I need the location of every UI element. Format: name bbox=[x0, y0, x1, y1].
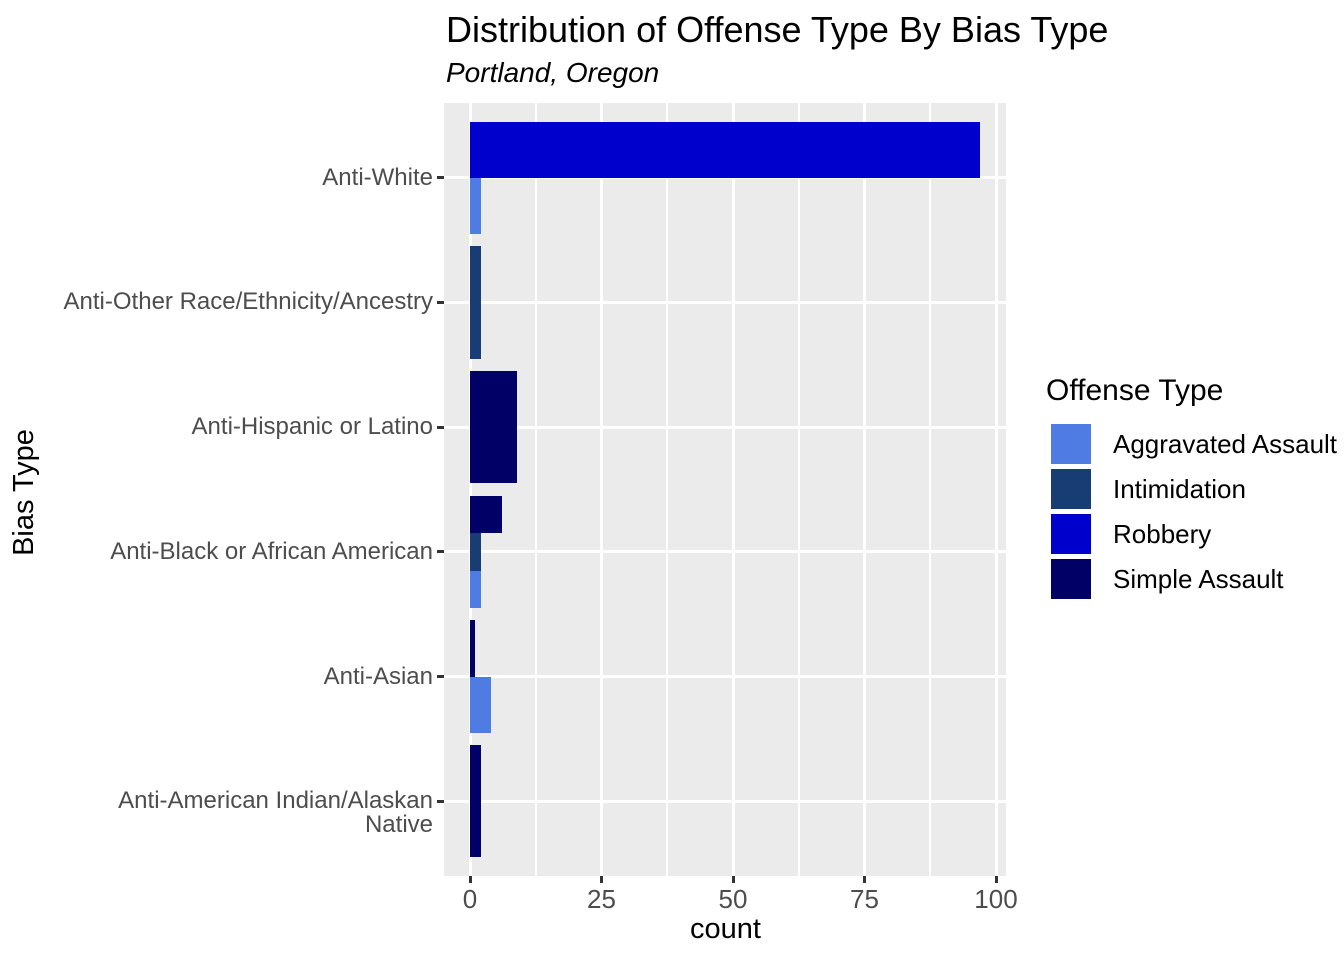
legend-entry-simple-assault: Simple Assault bbox=[1046, 559, 1337, 599]
x-axis-title: count bbox=[690, 913, 761, 945]
category-gridline bbox=[444, 675, 1006, 679]
legend: Offense Type Aggravated Assault Intimidat… bbox=[1046, 374, 1337, 604]
category-gridline bbox=[444, 550, 1006, 554]
y-tick-label-anti-other-race-ethnicity-ancestry: Anti-Other Race/Ethnicity/Ancestry bbox=[63, 288, 433, 316]
legend-entry-aggravated-assault: Aggravated Assault bbox=[1046, 424, 1337, 464]
bar-anti-asian-simple-assault bbox=[470, 620, 476, 677]
legend-entry-robbery: Robbery bbox=[1046, 514, 1337, 554]
x-tick-mark bbox=[994, 876, 998, 883]
category-gridline bbox=[444, 799, 1006, 803]
x-tick-label: 50 bbox=[718, 884, 748, 914]
y-tick-mark bbox=[437, 675, 444, 679]
y-tick-mark bbox=[437, 176, 444, 180]
legend-swatch-intimidation bbox=[1051, 469, 1091, 509]
y-tick-mark bbox=[437, 550, 444, 554]
legend-entries: Aggravated Assault Intimidation Robbery Sim… bbox=[1046, 424, 1337, 599]
x-tick-label: 100 bbox=[974, 884, 1018, 914]
legend-label: Aggravated Assault bbox=[1113, 428, 1338, 459]
legend-swatch-aggravated-assault bbox=[1051, 424, 1091, 464]
x-tick-label: 0 bbox=[462, 884, 478, 914]
x-tick-mark bbox=[468, 876, 472, 883]
bar-anti-american-indian-alaskan-native-simple-assault bbox=[470, 745, 481, 858]
minor-gridline bbox=[534, 103, 537, 876]
legend-label: Simple Assault bbox=[1113, 563, 1284, 594]
legend-label: Intimidation bbox=[1113, 473, 1246, 504]
x-tick-mark bbox=[863, 876, 866, 883]
y-tick-mark bbox=[437, 300, 444, 304]
bar-anti-white-aggravated-assault bbox=[470, 177, 481, 234]
y-tick-label-anti-black-or-african-american: Anti-Black or African American bbox=[110, 537, 433, 565]
bar-anti-white-robbery bbox=[470, 121, 981, 178]
x-tick-mark bbox=[731, 876, 735, 883]
major-gridline bbox=[468, 103, 472, 876]
major-gridline bbox=[731, 103, 735, 876]
chart-subtitle: Portland, Oregon bbox=[446, 57, 660, 88]
plot-panel bbox=[444, 103, 1006, 876]
y-tick-label-anti-american-indian-alaskan-native: Anti-American Indian/Alaskan Native bbox=[118, 787, 433, 839]
bar-anti-asian-aggravated-assault bbox=[470, 676, 492, 733]
major-gridline bbox=[600, 103, 603, 876]
bar-anti-black-or-african-american-intimidation bbox=[470, 533, 481, 571]
minor-gridline bbox=[666, 103, 669, 876]
legend-title: Offense Type bbox=[1046, 374, 1224, 407]
x-tick-mark bbox=[600, 876, 603, 883]
y-tick-mark bbox=[437, 799, 444, 803]
x-tick-label: 25 bbox=[587, 884, 616, 914]
major-gridline bbox=[994, 103, 998, 876]
y-tick-label-anti-white: Anti-White bbox=[322, 163, 433, 191]
bar-anti-hispanic-or-latino-simple-assault bbox=[470, 371, 518, 484]
bar-anti-other-race-ethnicity-ancestry-intimidation bbox=[470, 246, 481, 359]
y-axis-title: Bias Type bbox=[8, 429, 40, 556]
minor-gridline bbox=[929, 103, 932, 876]
legend-label: Robbery bbox=[1113, 518, 1212, 549]
major-gridline bbox=[863, 103, 866, 876]
category-gridline bbox=[444, 300, 1006, 304]
category-gridline bbox=[444, 176, 1006, 180]
bar-anti-black-or-african-american-simple-assault bbox=[470, 495, 502, 534]
bar-anti-black-or-african-american-aggravated-assault bbox=[470, 570, 481, 608]
category-gridline bbox=[444, 425, 1006, 429]
legend-swatch-robbery bbox=[1051, 514, 1091, 554]
x-tick-label: 75 bbox=[850, 884, 879, 914]
minor-gridline bbox=[797, 103, 800, 876]
legend-swatch-simple-assault bbox=[1051, 559, 1091, 599]
chart-title: Distribution of Offense Type By Bias Typ… bbox=[446, 9, 1109, 50]
y-tick-label-anti-asian: Anti-Asian bbox=[323, 662, 433, 690]
legend-entry-intimidation: Intimidation bbox=[1046, 469, 1337, 509]
y-tick-mark bbox=[437, 425, 444, 429]
y-tick-label-anti-hispanic-or-latino: Anti-Hispanic or Latino bbox=[191, 413, 433, 441]
